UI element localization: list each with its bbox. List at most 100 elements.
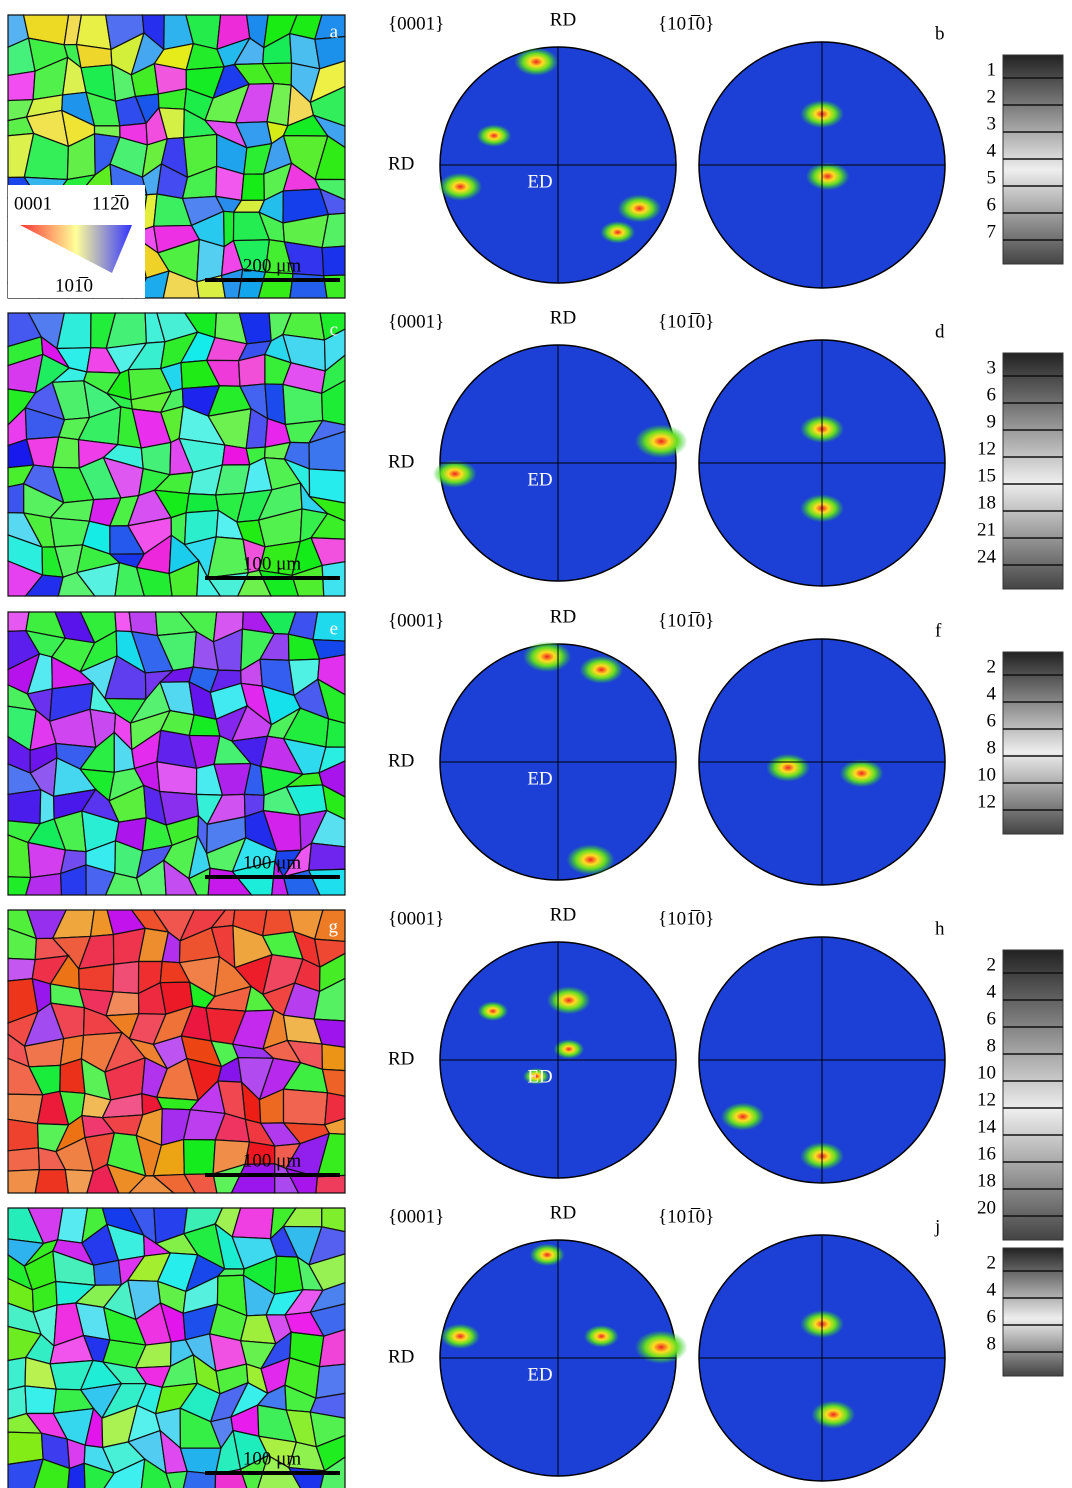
grain [322, 246, 345, 276]
colorbar-label: 21 [977, 519, 996, 540]
legend-label: 112̅0 [92, 193, 129, 214]
grain [290, 274, 327, 298]
colorbar-label: 10 [977, 1062, 996, 1083]
pole-density [523, 641, 571, 672]
legend-label: 101̅0 [55, 275, 93, 296]
scale-bar-label: 100 μm [243, 852, 301, 873]
pole-density [477, 1001, 508, 1021]
grain [8, 790, 41, 824]
pole-density [579, 656, 623, 684]
panel-letter: c [330, 319, 338, 340]
grain [79, 964, 114, 992]
grain [8, 1148, 39, 1171]
pole-density [547, 986, 591, 1014]
figure: a 200 μm 0001 112̅0 101̅0 {0001} RD {101̅0} RD ED… [0, 0, 1072, 1488]
panel-letter: d [935, 321, 945, 342]
pole-title: {101̅0} [658, 908, 714, 929]
colorbar-label: 4 [987, 1279, 997, 1300]
colorbar-label: 15 [977, 465, 996, 486]
pole-density [721, 1103, 765, 1131]
pole-rd-label: RD [550, 307, 576, 328]
pole-density [438, 173, 482, 201]
pole-density [476, 124, 511, 146]
panel-letter: b [935, 23, 945, 44]
colorbar-label: 6 [987, 194, 997, 215]
grain [77, 15, 112, 49]
panel-letter: e [330, 618, 338, 639]
colorbar-label: 2 [987, 954, 997, 975]
colorbar-label: 18 [977, 492, 996, 513]
colorbar-label: 8 [987, 1035, 997, 1056]
colorbar [1003, 950, 1063, 1240]
colorbar-label: 1 [987, 59, 997, 80]
colorbar-label: 3 [987, 113, 997, 134]
colorbar [1003, 1248, 1063, 1376]
panel-letter: f [935, 620, 942, 641]
pole-rd-label: RD [388, 1346, 414, 1367]
pole-rd-label: RD [550, 9, 576, 30]
colorbar-label: 10 [977, 764, 996, 785]
pole-rd-label: RD [550, 1202, 576, 1223]
pole-title: {0001} [388, 13, 444, 34]
colorbar-label: 6 [987, 1306, 997, 1327]
pole-density [584, 1325, 619, 1347]
colorbar-label: 2 [987, 86, 997, 107]
panel-letter: g [329, 916, 339, 937]
pole-density [766, 754, 810, 782]
grain [8, 484, 24, 513]
pole-rd-label: RD [388, 1048, 414, 1069]
colorbar-label: 5 [987, 167, 997, 188]
pole-rd-label: RD [388, 451, 414, 472]
pole-density [566, 844, 614, 875]
pole-density [600, 221, 635, 243]
pole-title: {0001} [388, 908, 444, 929]
grain [316, 1175, 345, 1193]
pole-title: {101̅0} [658, 311, 714, 332]
panel-letter: a [330, 21, 339, 42]
pole-ed-label: ED [527, 1066, 552, 1087]
colorbar-label: 6 [987, 1008, 997, 1029]
pole-ed-label: ED [527, 469, 552, 490]
scale-bar-label: 200 μm [243, 255, 301, 276]
colorbar-label: 7 [987, 221, 997, 242]
pole-ed-label: ED [527, 768, 552, 789]
grain [326, 719, 345, 747]
scale-bar-label: 100 μm [243, 1448, 301, 1469]
pole-density [806, 162, 850, 190]
panel-letter: j [934, 1216, 940, 1237]
pole-title: {101̅0} [658, 1206, 714, 1227]
pole-title: {0001} [388, 610, 444, 631]
pole-rd-label: RD [388, 153, 414, 174]
colorbar-label: 18 [977, 1170, 996, 1191]
colorbar-label: 2 [987, 1252, 997, 1273]
colorbar-label: 6 [987, 710, 997, 731]
grain [180, 1448, 221, 1474]
colorbar-label: 12 [977, 791, 996, 812]
grain [60, 1059, 85, 1094]
grain [239, 354, 265, 386]
grain [322, 1044, 345, 1071]
grain [241, 174, 264, 200]
colorbar-label: 12 [977, 1089, 996, 1110]
colorbar-label: 8 [987, 1333, 997, 1354]
colorbar-label: 9 [987, 411, 997, 432]
grain [8, 1170, 39, 1193]
scale-bar-label: 100 μm [243, 553, 301, 574]
grain [113, 962, 138, 994]
pole-density [433, 460, 477, 488]
legend-label: 0001 [14, 193, 52, 214]
pole-title: {101̅0} [658, 610, 714, 631]
grain [8, 1094, 43, 1124]
colorbar-label: 4 [987, 140, 997, 161]
orientation-map [8, 1208, 345, 1488]
pole-rd-label: RD [550, 904, 576, 925]
pole-density [617, 194, 661, 222]
pole-rd-label: RD [550, 606, 576, 627]
colorbar-label: 24 [977, 546, 997, 567]
grain [316, 1364, 345, 1398]
colorbar-label: 6 [987, 384, 997, 405]
pole-title: {0001} [388, 311, 444, 332]
grain [186, 494, 218, 513]
pole-title: {101̅0} [658, 13, 714, 34]
grain [8, 1357, 26, 1389]
